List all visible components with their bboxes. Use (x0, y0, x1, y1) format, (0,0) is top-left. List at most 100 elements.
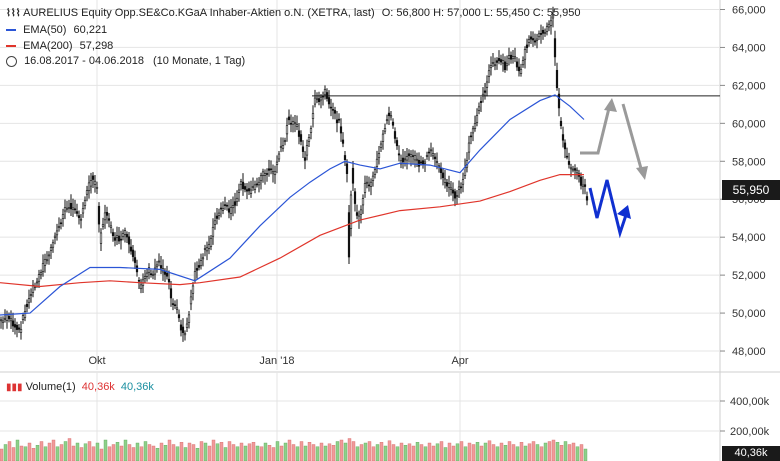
candle-body (405, 155, 409, 161)
candles-group (0, 6, 589, 342)
candle-body (25, 304, 29, 307)
candle-body (307, 137, 311, 142)
candle-body (191, 285, 195, 294)
candle-body (361, 198, 365, 206)
candle-body (341, 139, 345, 144)
volume-bar (283, 442, 288, 461)
candle-body (333, 110, 337, 114)
candle-body (139, 284, 143, 290)
candle-body (321, 95, 325, 98)
ema50-label: EMA(50) (23, 24, 67, 36)
volume-bar (207, 445, 212, 461)
candle-body (575, 169, 579, 174)
candle-body (117, 235, 121, 242)
candle-body (475, 115, 479, 123)
candle-body (583, 184, 587, 187)
volume-bar (175, 446, 180, 461)
candle-body (511, 56, 515, 60)
candle-body (231, 205, 235, 209)
x-tick-label: Okt (88, 355, 105, 367)
volume-bar (455, 443, 460, 461)
candle-body (195, 268, 199, 271)
candle-body (289, 122, 293, 125)
candle-body (573, 168, 577, 171)
candle-body (521, 60, 525, 66)
candle-body (509, 54, 513, 60)
candle-body (137, 279, 141, 282)
volume-bar (67, 438, 72, 461)
volume-bar (267, 445, 272, 461)
candle-body (233, 201, 237, 206)
candle-body (377, 153, 381, 159)
candle-body (391, 121, 395, 126)
candle-body (155, 264, 159, 268)
volume-bar (435, 443, 440, 461)
candle-body (481, 93, 485, 97)
candle-body (229, 207, 233, 214)
volume-bar (387, 440, 392, 461)
candle-body (95, 186, 99, 189)
candle-body (297, 130, 301, 137)
candle-body (15, 324, 19, 330)
candle-body (417, 159, 421, 167)
candle-body (49, 247, 53, 251)
volume-bar (239, 442, 244, 461)
volume-bar (347, 438, 352, 461)
candle-body (251, 186, 255, 188)
candle-body (539, 33, 543, 35)
candle-body (37, 274, 41, 282)
zigzag-arrow (588, 179, 629, 239)
candle-body (107, 218, 111, 221)
volume-bar (199, 441, 204, 461)
candle-body (419, 161, 423, 164)
candle-body (39, 272, 43, 276)
candle-body (553, 38, 557, 58)
candle-body (303, 157, 307, 161)
volume-bar (271, 447, 276, 461)
candle-body (27, 298, 31, 303)
volume-bar (439, 441, 444, 461)
volume-bar (375, 444, 380, 461)
volume-bar (23, 446, 28, 461)
candle-body (175, 307, 179, 310)
volume-bar (191, 444, 196, 461)
candle-body (59, 222, 63, 225)
candle-body (421, 160, 425, 165)
date-range: 16.08.2017 - 04.06.2018 (24, 55, 144, 67)
volume-bar (475, 442, 480, 461)
volume-bar (243, 445, 248, 461)
candle-body (561, 134, 565, 141)
candle-body (115, 235, 119, 238)
volume-bar (95, 442, 100, 461)
volume-bar (447, 442, 452, 461)
volume-bar (443, 447, 448, 461)
volume-bar (335, 441, 340, 461)
candle-body (145, 272, 149, 277)
candle-body (185, 323, 189, 328)
candle-body (111, 232, 115, 236)
volume-bar (7, 441, 12, 461)
legend-ema50[interactable]: EMA(50) 60,221 (6, 24, 107, 36)
candle-body (47, 254, 51, 257)
candle-body (211, 226, 215, 237)
candle-body (201, 257, 205, 260)
volume-value-teal: 40,36k (120, 381, 154, 393)
volume-bar (291, 444, 296, 461)
candle-body (81, 208, 85, 214)
candle-body (447, 183, 451, 188)
candle-body (571, 168, 575, 171)
candle-body (515, 61, 519, 68)
volume-bar (127, 444, 132, 461)
legend-ema200[interactable]: EMA(200) 57,298 (6, 40, 113, 52)
volume-value-red: 40,36k (81, 381, 115, 393)
volume-bar (351, 441, 356, 461)
candle-body (393, 131, 397, 139)
zigzag-arrow-head (617, 205, 631, 219)
volume-bar (467, 442, 472, 461)
candle-body (239, 181, 243, 185)
volume-bar (327, 443, 332, 461)
volume-bar (431, 445, 436, 461)
candle-body (125, 234, 129, 238)
candle-body (103, 212, 107, 221)
candle-body (285, 125, 289, 135)
